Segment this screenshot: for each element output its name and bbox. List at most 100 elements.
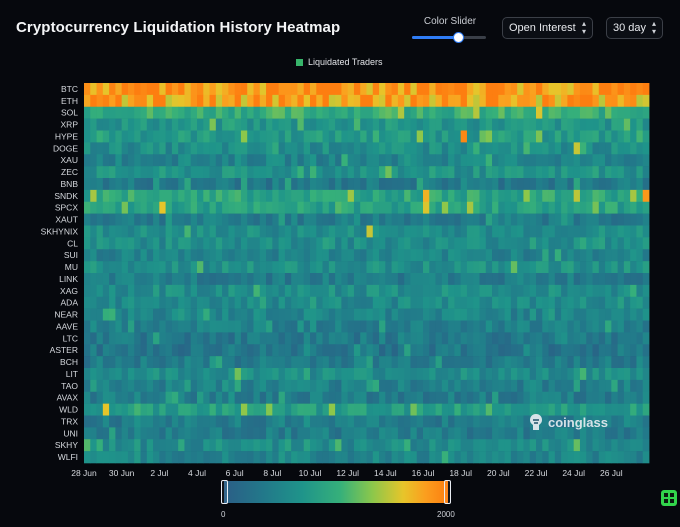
heatmap-cell[interactable] (460, 344, 468, 357)
heatmap-cell[interactable] (303, 368, 311, 381)
heatmap-cell[interactable] (473, 261, 480, 274)
heatmap-cell[interactable] (259, 178, 267, 191)
heatmap-cell[interactable] (134, 296, 141, 309)
heatmap-cell[interactable] (360, 237, 367, 250)
heatmap-cell[interactable] (372, 332, 380, 345)
heatmap-cell[interactable] (303, 130, 311, 143)
heatmap-cell[interactable] (184, 83, 192, 96)
heatmap-cell[interactable] (178, 154, 185, 167)
heatmap-cell[interactable] (617, 415, 625, 428)
heatmap-cell[interactable] (240, 273, 248, 286)
heatmap-cell[interactable] (567, 213, 575, 226)
heatmap-cell[interactable] (636, 94, 644, 108)
heatmap-cell[interactable] (353, 368, 361, 381)
heatmap-cell[interactable] (510, 439, 518, 452)
heatmap-cell[interactable] (247, 320, 254, 333)
heatmap-cell[interactable] (372, 142, 380, 155)
heatmap-cell[interactable] (561, 296, 568, 309)
heatmap-cell[interactable] (416, 308, 424, 321)
heatmap-cell[interactable] (498, 142, 506, 155)
heatmap-cell[interactable] (479, 332, 487, 345)
heatmap-cell[interactable] (102, 118, 110, 131)
heatmap-cell[interactable] (165, 356, 173, 369)
heatmap-cell[interactable] (127, 94, 135, 108)
heatmap-cell[interactable] (353, 284, 361, 298)
heatmap-cell[interactable] (510, 284, 518, 298)
heatmap-cell[interactable] (259, 308, 267, 321)
heatmap-cell[interactable] (347, 225, 355, 238)
heatmap-cell[interactable] (259, 94, 267, 108)
heatmap-cell[interactable] (171, 249, 179, 262)
heatmap-cell[interactable] (284, 332, 292, 345)
heatmap-cell[interactable] (84, 178, 91, 191)
heatmap-cell[interactable] (127, 403, 135, 416)
heatmap-cell[interactable] (410, 213, 418, 226)
heatmap-cell[interactable] (448, 296, 455, 309)
heatmap-cell[interactable] (253, 166, 261, 179)
heatmap-cell[interactable] (504, 225, 512, 238)
heatmap-cell[interactable] (322, 308, 330, 321)
heatmap-cell[interactable] (485, 94, 493, 108)
heatmap-cell[interactable] (203, 94, 210, 108)
heatmap-cell[interactable] (542, 261, 549, 274)
heatmap-cell[interactable] (127, 201, 135, 214)
heatmap-cell[interactable] (429, 142, 436, 155)
heatmap-cell[interactable] (542, 83, 549, 96)
heatmap-cell[interactable] (284, 118, 292, 131)
heatmap-cell[interactable] (441, 368, 449, 381)
heatmap-cell[interactable] (542, 142, 549, 155)
heatmap-cell[interactable] (102, 94, 110, 108)
heatmap-cell[interactable] (561, 273, 568, 286)
heatmap-cell[interactable] (466, 427, 474, 440)
heatmap-cell[interactable] (353, 296, 361, 309)
heatmap-cell[interactable] (259, 201, 267, 214)
heatmap-cell[interactable] (429, 284, 436, 298)
heatmap-cell[interactable] (579, 83, 587, 96)
heatmap-cell[interactable] (617, 130, 625, 143)
heatmap-cell[interactable] (473, 368, 480, 381)
heatmap-cell[interactable] (353, 213, 361, 226)
heatmap-cell[interactable] (573, 178, 581, 191)
heatmap-cell[interactable] (247, 189, 254, 203)
heatmap-cell[interactable] (316, 273, 323, 286)
heatmap-cell[interactable] (266, 261, 273, 274)
heatmap-cell[interactable] (504, 237, 512, 250)
heatmap-cell[interactable] (510, 94, 518, 108)
heatmap-cell[interactable] (190, 166, 198, 179)
heatmap-cell[interactable] (197, 94, 204, 108)
heatmap-cell[interactable] (266, 273, 273, 286)
heatmap-cell[interactable] (102, 356, 110, 369)
heatmap-cell[interactable] (605, 142, 612, 155)
heatmap-cell[interactable] (272, 178, 280, 191)
heatmap-cell[interactable] (215, 320, 223, 333)
heatmap-cell[interactable] (278, 118, 286, 131)
heatmap-cell[interactable] (184, 344, 192, 357)
heatmap-cell[interactable] (159, 154, 167, 167)
heatmap-cell[interactable] (127, 130, 135, 143)
heatmap-cell[interactable] (171, 237, 179, 250)
heatmap-cell[interactable] (84, 379, 91, 393)
heatmap-cell[interactable] (203, 237, 210, 250)
heatmap-cell[interactable] (479, 296, 487, 309)
heatmap-cell[interactable] (372, 356, 380, 369)
heatmap-cell[interactable] (190, 106, 198, 119)
heatmap-cell[interactable] (416, 261, 424, 274)
heatmap-cell[interactable] (253, 356, 261, 369)
heatmap-cell[interactable] (529, 154, 537, 167)
heatmap-cell[interactable] (517, 213, 524, 226)
heatmap-cell[interactable] (561, 189, 568, 203)
heatmap-cell[interactable] (272, 368, 280, 381)
heatmap-cell[interactable] (592, 154, 600, 167)
heatmap-cell[interactable] (153, 344, 160, 357)
heatmap-cell[interactable] (96, 415, 104, 428)
heatmap-cell[interactable] (510, 391, 518, 404)
heatmap-cell[interactable] (579, 189, 587, 203)
heatmap-cell[interactable] (115, 391, 123, 404)
heatmap-cell[interactable] (165, 427, 173, 440)
heatmap-cell[interactable] (240, 201, 248, 214)
heatmap-cell[interactable] (554, 261, 562, 274)
heatmap-cell[interactable] (391, 368, 399, 381)
heatmap-cell[interactable] (592, 189, 600, 203)
heatmap-cell[interactable] (466, 320, 474, 333)
heatmap-cell[interactable] (504, 166, 512, 179)
